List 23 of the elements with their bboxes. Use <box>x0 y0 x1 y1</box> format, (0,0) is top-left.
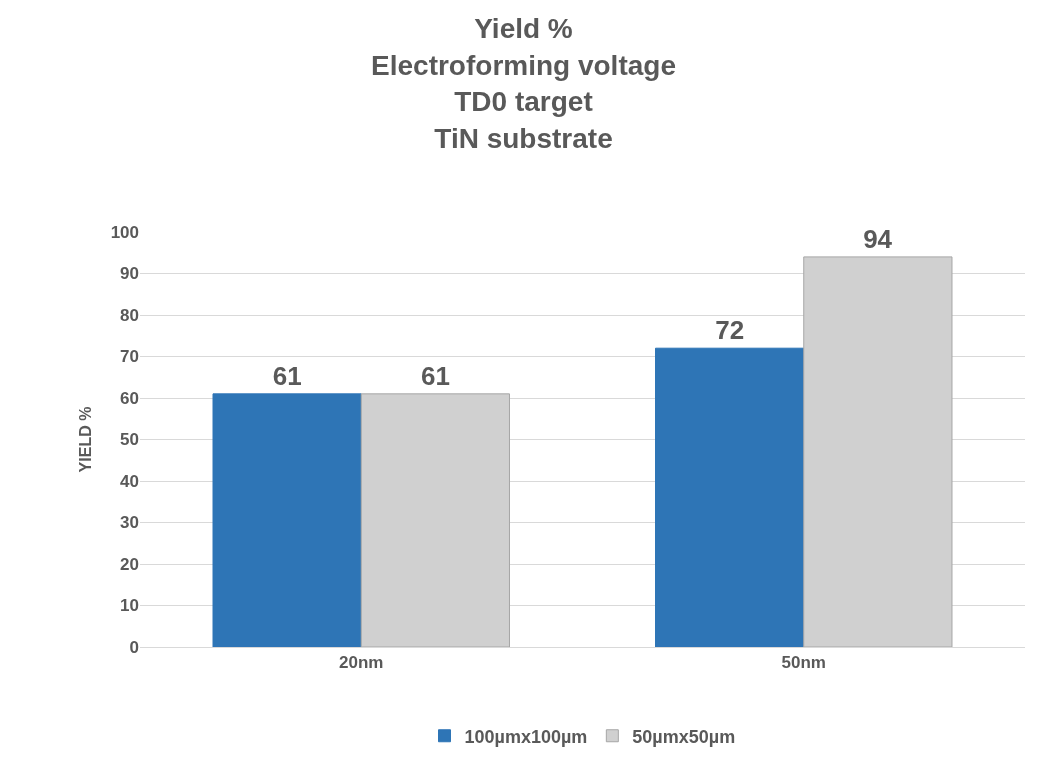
y-tick-label: 80 <box>120 305 139 325</box>
data-label: 61 <box>420 360 450 391</box>
y-tick-label: 60 <box>120 388 139 408</box>
legend-label: 50µmx50µm <box>632 726 736 747</box>
bar <box>655 347 805 647</box>
data-label: 94 <box>863 223 893 254</box>
chart-title: Yield % Electroforming voltage TD0 target TiN substrate <box>371 13 676 154</box>
y-tick-label: 100 <box>110 222 139 242</box>
y-tick-label: 50 <box>120 430 139 450</box>
x-tick-label: 20nm <box>339 653 384 673</box>
x-tick-label: 50nm <box>781 653 826 673</box>
y-tick-label: 70 <box>120 347 139 367</box>
y-tick-label: 40 <box>120 471 139 491</box>
bar <box>212 393 362 647</box>
legend-label: 100µmx100µm <box>464 726 588 747</box>
y-axis-title: YIELD % <box>76 406 94 473</box>
y-tick-label: 20 <box>120 554 139 574</box>
y-tick-label: 30 <box>120 513 139 533</box>
y-tick-label: 0 <box>129 637 139 657</box>
data-label: 72 <box>715 315 745 346</box>
y-tick-label: 90 <box>120 264 139 284</box>
y-tick-label: 10 <box>120 596 139 616</box>
data-label: 61 <box>272 360 302 391</box>
